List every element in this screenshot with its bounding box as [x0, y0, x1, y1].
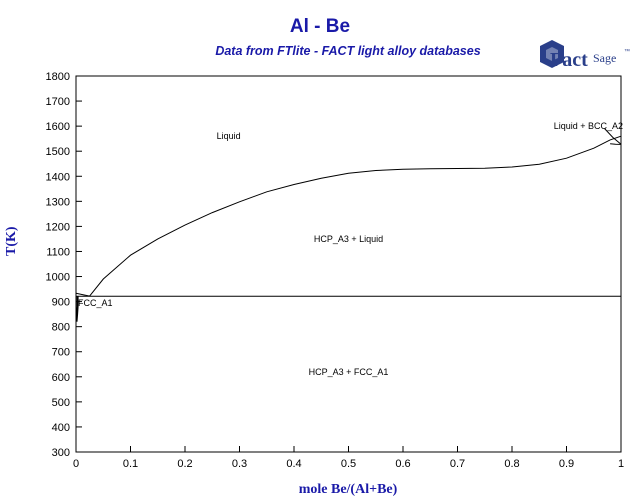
factsage-logo: Fact Sage ™	[540, 40, 630, 71]
al-liquidus-left-line	[75, 292, 90, 297]
chart-subtitle: Data from FTlite - FACT light alloy data…	[215, 44, 481, 58]
y-tick-label: 1600	[46, 121, 70, 133]
plot-frame	[75, 75, 622, 453]
y-tick-label: 600	[52, 372, 70, 384]
phase-boundaries	[75, 128, 622, 322]
y-tick-label: 900	[52, 297, 70, 309]
bcc-liquidus-line	[604, 128, 622, 145]
x-tick-label: 0.5	[341, 458, 356, 470]
y-tick-label: 500	[52, 397, 70, 409]
x-tick-label: 0.2	[177, 458, 192, 470]
region-label: Liquid + BCC_A2	[554, 121, 623, 131]
y-tick-label: 700	[52, 347, 70, 359]
region-label: Liquid	[217, 131, 241, 141]
y-tick-label: 1000	[46, 272, 70, 284]
y-tick-label: 1800	[46, 71, 70, 83]
x-tick-label: 0.4	[286, 458, 301, 470]
y-tick-label: 1400	[46, 171, 70, 183]
x-axis-label: mole Be/(Al+Be)	[298, 482, 398, 497]
region-label: HCP_A3 + Liquid	[314, 234, 383, 244]
axis-ticks: 0 0.1 0.2 0.3 0.4 0.5 0.6 0.7 0.8 0.9 130040050060…	[46, 71, 625, 470]
x-tick-label: 0.1	[123, 458, 138, 470]
y-tick-label: 1200	[46, 221, 70, 233]
x-tick-label: 0.3	[232, 458, 247, 470]
fcc-solvus-line	[75, 296, 79, 322]
y-tick-label: 1700	[46, 96, 70, 108]
region-label: FCC_A1	[78, 298, 113, 308]
liquidus-line	[89, 135, 622, 297]
logo-tm: ™	[624, 48, 630, 55]
region-label: HCP_A3 + FCC_A1	[309, 367, 389, 377]
y-tick-label: 1300	[46, 196, 70, 208]
x-tick-label: 0.6	[395, 458, 410, 470]
x-tick-label: 0	[73, 458, 79, 470]
bcc-hcp-boundary-line	[610, 143, 622, 145]
factsage-logo-icon	[540, 40, 564, 68]
y-tick-label: 400	[52, 422, 70, 434]
y-tick-label: 1500	[46, 146, 70, 158]
y-tick-label: 800	[52, 322, 70, 334]
chart-title: Al - Be	[289, 16, 351, 37]
logo-mark-text: Fact	[550, 49, 588, 71]
y-tick-label: 1100	[46, 246, 70, 258]
x-tick-label: 0.7	[450, 458, 465, 470]
region-labels: Liquid HCP_A3 + Liquid HCP_A3 + FCC_A1 FCC_…	[78, 121, 623, 377]
x-tick-label: 1	[618, 458, 624, 470]
y-tick-label: 300	[52, 447, 70, 459]
logo-sub-text: Sage	[593, 51, 616, 65]
x-tick-label: 0.9	[559, 458, 574, 470]
x-tick-label: 0.8	[504, 458, 519, 470]
